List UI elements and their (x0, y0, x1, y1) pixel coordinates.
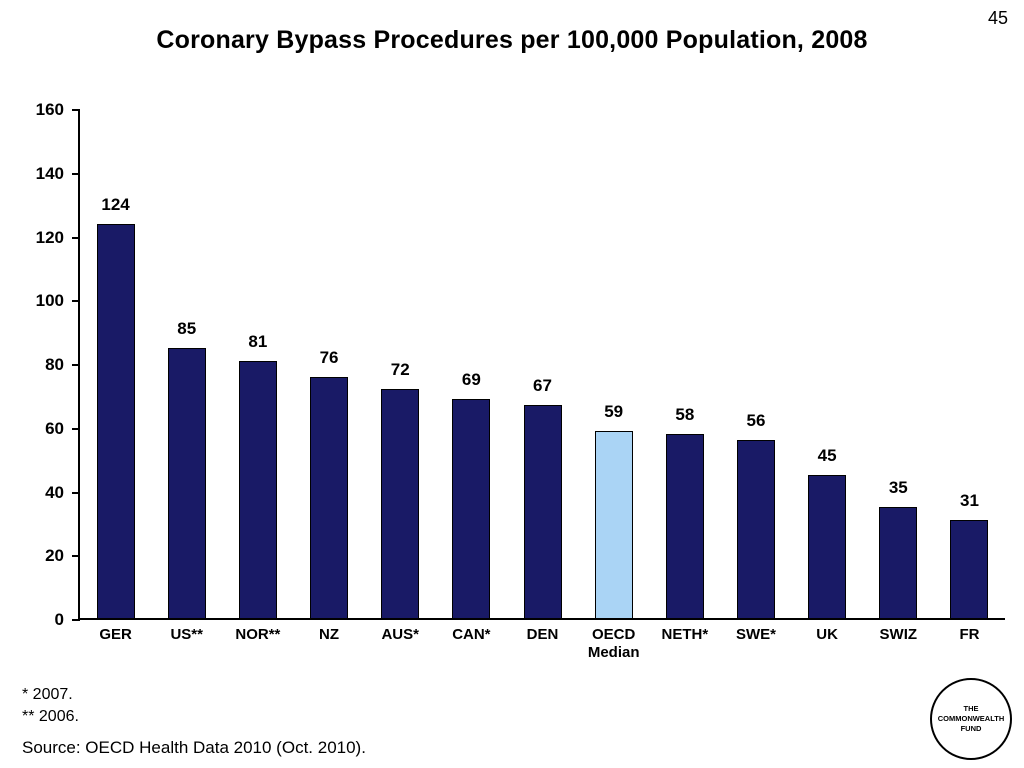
footnotes: * 2007. ** 2006. Source: OECD Health Dat… (22, 684, 366, 759)
x-category-label: SWIZ (879, 626, 918, 643)
logo-line-fund: FUND (960, 724, 982, 734)
bar-can (452, 398, 491, 618)
bar-group-fr: 31 FR (934, 110, 1005, 643)
bar-ger (96, 224, 135, 618)
commonwealth-fund-logo: THE COMMONWEALTH FUND (930, 678, 1012, 760)
bar-group-uk: 45 UK (792, 110, 863, 643)
y-tick-mark (72, 300, 80, 303)
bar-group-swe: 56 SWE* (720, 110, 791, 643)
bar-group-neth: 58 NETH* (649, 110, 720, 643)
y-tick-mark (72, 427, 80, 430)
bar-den (523, 405, 562, 618)
y-tick-mark (72, 172, 80, 175)
y-tick-label: 100 (35, 291, 64, 311)
bar-neth (665, 433, 704, 618)
x-category-label: US** (170, 626, 203, 643)
x-category-label: OECD Median (587, 626, 640, 661)
bar-value-label: 31 (959, 490, 979, 510)
x-category-label: NZ (319, 626, 340, 643)
y-tick-mark (72, 555, 80, 558)
bar-fr (950, 519, 989, 618)
x-category-label: DEN (526, 626, 559, 643)
bar-value-label: 35 (888, 477, 908, 497)
y-tick-label: 80 (45, 355, 64, 374)
y-tick-label: 20 (45, 546, 64, 566)
bar-value-label: 59 (604, 401, 624, 421)
y-tick-label: 0 (54, 610, 64, 629)
bar-group-oecd: 59 OECD Median (578, 110, 649, 661)
bar-group-swiz: 35 SWIZ (863, 110, 934, 643)
x-category-label: SWE* (735, 626, 776, 643)
x-category-label: NOR** (235, 626, 281, 643)
y-tick-mark (72, 491, 80, 494)
x-category-label: NETH* (661, 626, 709, 643)
bar-value-label: 72 (390, 360, 410, 380)
bar-value-label: 69 (461, 369, 481, 389)
x-category-label: AUS* (381, 626, 419, 643)
bar-group-ger: 124 GER (80, 110, 151, 643)
bar-group-nor: 81 NOR** (222, 110, 293, 643)
bar-value-label: 85 (177, 319, 197, 339)
bar-group-can: 69 CAN* (436, 110, 507, 643)
logo-line-the: THE (963, 703, 979, 713)
bar-uk (808, 475, 847, 618)
y-tick-label: 60 (45, 418, 64, 438)
x-category-label: UK (816, 626, 838, 643)
bar-nor (238, 360, 277, 618)
logo-line-commonwealth: COMMONWEALTH (937, 713, 1005, 723)
y-tick-label: 40 (45, 482, 64, 502)
bar-value-label: 67 (533, 376, 552, 396)
y-tick-label: 160 (35, 100, 64, 119)
bar-group-den: 67 DEN (507, 110, 578, 643)
footnote-2007: * 2007. (22, 686, 73, 703)
chart-title: Coronary Bypass Procedures per 100,000 P… (156, 26, 868, 54)
bar-value-label: 58 (675, 404, 695, 424)
footnote-2006: ** 2006. (22, 708, 79, 725)
bar-value-label: 124 (101, 195, 130, 215)
y-axis: 0 20 40 60 80 100 120 140 160 (0, 100, 80, 629)
x-category-label: FR (959, 626, 980, 643)
bar-swiz (879, 506, 918, 618)
bar-group-nz: 76 NZ (293, 110, 364, 643)
bar-oecd-median (594, 430, 633, 618)
bar-us (167, 348, 206, 618)
source-note: Source: OECD Health Data 2010 (Oct. 2010… (22, 738, 366, 757)
bar-value-label: 45 (817, 446, 837, 466)
plot-area: 124 GER 85 US** 81 NOR** 76 NZ 72 AUS* 69 CAN* 67 DEN… (78, 110, 1005, 661)
bar-group-us: 85 US** (151, 110, 222, 643)
x-category-label: CAN* (452, 626, 491, 643)
bar-value-label: 76 (319, 347, 339, 367)
bar-value-label: 56 (746, 411, 766, 431)
y-tick-label: 120 (35, 227, 64, 247)
y-tick-mark (72, 619, 80, 621)
x-category-label: GER (99, 626, 132, 643)
y-tick-mark (72, 364, 80, 366)
bar-value-label: 81 (248, 331, 268, 351)
y-tick-mark (72, 236, 80, 239)
bar-group-aus: 72 AUS* (365, 110, 436, 643)
y-tick-mark (72, 109, 80, 111)
y-tick-label: 140 (35, 163, 64, 183)
bar-swe (736, 440, 775, 618)
bar-aus (381, 389, 420, 618)
bar-nz (310, 376, 349, 618)
page-number: 45 (987, 8, 1008, 28)
